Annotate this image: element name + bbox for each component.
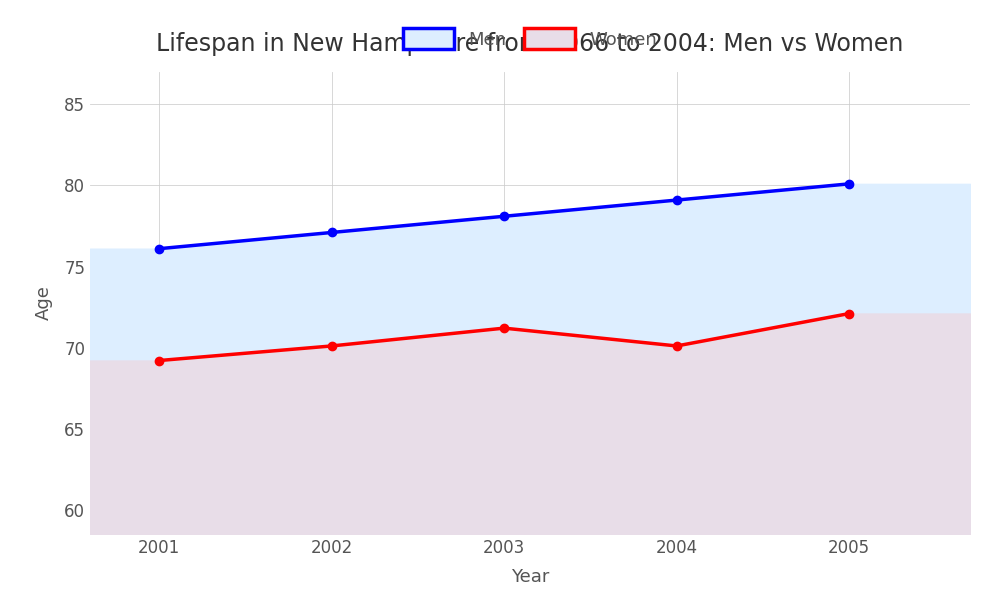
- Legend: Men, Women: Men, Women: [396, 21, 664, 56]
- Y-axis label: Age: Age: [35, 286, 53, 320]
- Title: Lifespan in New Hampshire from 1966 to 2004: Men vs Women: Lifespan in New Hampshire from 1966 to 2…: [156, 32, 904, 56]
- X-axis label: Year: Year: [511, 568, 549, 586]
